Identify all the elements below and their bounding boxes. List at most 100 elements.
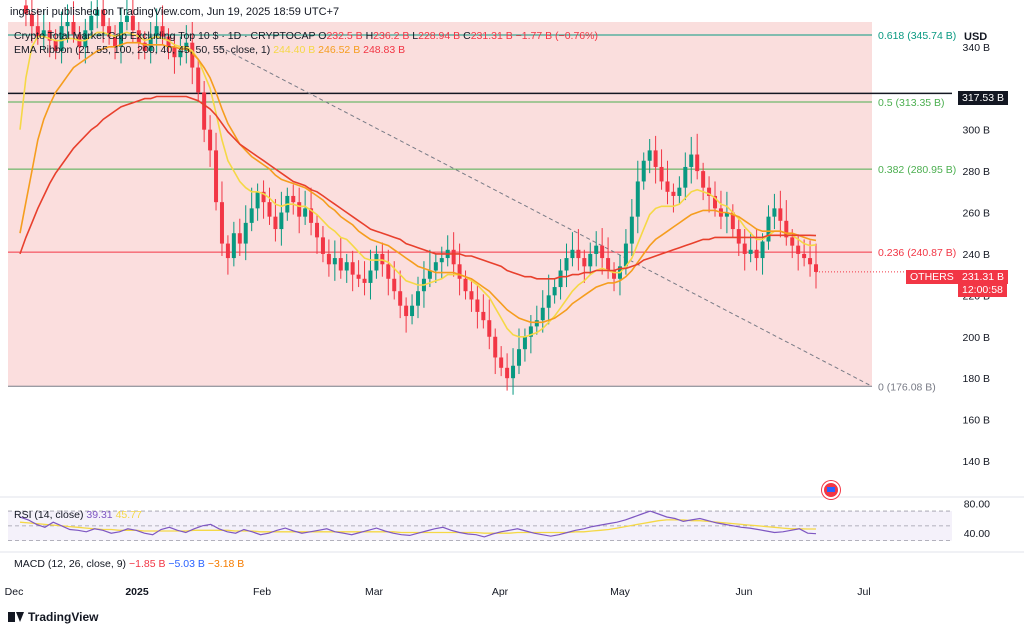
candle-body	[540, 307, 545, 321]
rsi-legend: RSI (14, close) 39.31 45.77	[14, 509, 142, 521]
candle-body	[511, 365, 516, 379]
candle-body	[463, 278, 468, 292]
rsi-value: 39.31	[86, 509, 113, 521]
candle-body	[315, 222, 320, 238]
high-label: H	[365, 30, 374, 42]
candle-body	[279, 212, 284, 230]
open-value: 232.5 B	[326, 30, 363, 42]
ema-slow-line	[19, 95, 817, 280]
candle-body	[101, 9, 106, 27]
close-value: 231.31 B	[470, 30, 513, 42]
fib-label: 0.236 (240.87 B)	[878, 247, 956, 259]
candle-body	[380, 253, 385, 265]
brand-name: TradingView	[28, 610, 99, 624]
candle-body	[231, 233, 236, 259]
candle-body	[457, 264, 462, 279]
rsi-line	[19, 510, 817, 538]
y-tick-label: 140 B	[963, 456, 990, 468]
candle-body	[635, 181, 640, 217]
candle-body	[350, 262, 355, 275]
candle-body	[29, 13, 34, 27]
candle-body	[53, 40, 58, 51]
x-tick-label: 2025	[125, 586, 149, 598]
high-value: 236.2 B	[373, 30, 410, 42]
candle-body	[695, 154, 700, 172]
candle-body	[148, 36, 153, 51]
candle-body	[570, 249, 575, 259]
candle-body	[344, 262, 349, 271]
fib-label: 0.382 (280.95 B)	[878, 164, 956, 176]
candle-body	[386, 264, 391, 279]
ema-legend: EMA Ribbon (21, 55, 100, 200, 40, 45, 50…	[14, 44, 405, 56]
ema-value-1: 244.40 B	[273, 44, 316, 56]
time-axis[interactable]: Dec 2025 Feb Mar Apr May Jun Jul	[5, 586, 871, 598]
candle-body	[641, 160, 646, 182]
candle-body	[522, 336, 527, 350]
y-tick-label: 340 B	[963, 42, 990, 54]
candle-body	[178, 50, 183, 58]
candle-body	[398, 291, 403, 306]
y-tick-label: 200 B	[963, 332, 990, 344]
fib-label: 0.618 (345.74 B)	[878, 30, 956, 42]
candle-body	[582, 258, 587, 267]
candle-body	[23, 5, 28, 14]
candle-body	[219, 202, 224, 244]
last-price-badge: 231.31 B	[958, 270, 1009, 284]
candle-body	[730, 212, 735, 230]
candle-body	[493, 336, 498, 358]
candle-body	[516, 349, 521, 366]
candle-body	[790, 237, 795, 246]
y-tick-label: 160 B	[963, 415, 990, 427]
candle-body	[225, 243, 230, 259]
candle-body	[558, 270, 563, 288]
candle-body	[59, 26, 64, 51]
currency-label[interactable]: USD	[964, 31, 988, 43]
candle-body	[320, 237, 325, 254]
candle-body	[410, 305, 415, 317]
candle-body	[677, 187, 682, 196]
candle-body	[707, 187, 712, 196]
candle-body	[469, 291, 474, 300]
candle-body	[89, 15, 94, 31]
candle-body	[546, 295, 551, 308]
candle-body	[160, 26, 165, 37]
rsi-tick-label: 80.00	[964, 499, 990, 511]
candle-body	[433, 262, 438, 271]
candle-body	[772, 208, 777, 217]
candle-body	[564, 258, 569, 271]
candle-body	[374, 253, 379, 271]
x-tick-label: Jun	[736, 586, 753, 598]
candle-body	[671, 191, 676, 196]
candle-body	[130, 15, 135, 31]
candle-body	[713, 195, 718, 209]
candle-body	[754, 249, 759, 259]
candle-body	[208, 129, 213, 151]
tradingview-logo[interactable]: TradingView	[8, 610, 98, 624]
candle-body	[154, 26, 159, 37]
rsi-pane: 80.00 40.00	[0, 496, 1024, 553]
x-tick-label: Dec	[5, 586, 24, 598]
candle-body	[113, 36, 118, 47]
candle-body	[71, 22, 76, 35]
candle-body	[778, 208, 783, 221]
y-tick-label: 280 B	[963, 166, 990, 178]
ema-ribbon-lines	[19, 31, 817, 338]
fib-labels: 0.618 (345.74 B) 0.5 (313.35 B) 0.382 (280…	[878, 30, 956, 393]
candle-body	[237, 233, 242, 244]
fib-label: 0.5 (313.35 B)	[878, 97, 945, 109]
candle-body	[736, 229, 741, 244]
candle-body	[612, 270, 617, 279]
candle-body	[65, 22, 70, 27]
candle-body	[724, 212, 729, 217]
candle-body	[392, 278, 397, 292]
candle-body	[659, 166, 664, 182]
y-tick-label: 240 B	[963, 249, 990, 261]
ema-mid-line	[19, 41, 817, 324]
candle-body	[332, 258, 337, 265]
us-flag-icon[interactable]	[822, 481, 840, 499]
candle-body	[190, 42, 195, 68]
low-label: L	[412, 30, 419, 42]
publisher-line: ingaseri published on TradingView.com, J…	[10, 6, 340, 18]
